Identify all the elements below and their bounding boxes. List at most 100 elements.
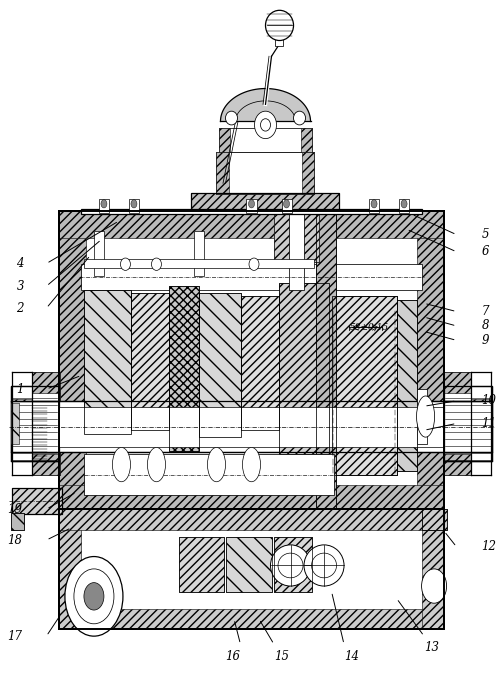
Bar (274, 537, 311, 592)
Bar (289, 211, 304, 289)
Ellipse shape (294, 111, 305, 125)
Ellipse shape (120, 258, 130, 270)
Bar (84, 454, 334, 495)
Bar (179, 537, 224, 592)
Ellipse shape (416, 396, 435, 437)
Text: 1: 1 (17, 382, 24, 395)
Bar (179, 537, 224, 592)
Bar (12, 400, 59, 447)
Bar (443, 372, 471, 475)
Text: 7: 7 (481, 305, 489, 318)
Bar (59, 485, 444, 509)
Bar (416, 389, 427, 444)
Text: 14: 14 (344, 650, 359, 664)
Bar (59, 211, 444, 238)
Bar (422, 509, 447, 530)
Bar (444, 386, 491, 461)
Bar (399, 199, 409, 213)
Ellipse shape (266, 10, 294, 41)
Ellipse shape (304, 545, 344, 586)
Bar (274, 537, 311, 592)
Text: 17: 17 (8, 630, 23, 643)
Text: 3: 3 (17, 280, 24, 293)
Ellipse shape (113, 447, 130, 482)
Bar (331, 296, 396, 475)
Ellipse shape (422, 569, 447, 603)
Bar (12, 403, 19, 444)
Bar (59, 407, 444, 446)
Ellipse shape (101, 200, 107, 208)
Text: 19: 19 (8, 503, 23, 515)
Bar (84, 289, 131, 433)
Bar (81, 209, 422, 214)
Ellipse shape (151, 258, 161, 270)
Bar (315, 207, 336, 509)
Text: 58±0,15: 58±0,15 (350, 323, 389, 332)
Text: 5: 5 (481, 228, 489, 241)
Bar (12, 513, 24, 530)
Bar (84, 259, 314, 267)
Ellipse shape (131, 200, 137, 208)
Bar (12, 402, 491, 452)
Ellipse shape (371, 200, 377, 208)
Bar (131, 293, 169, 430)
Bar (422, 509, 447, 530)
Bar (192, 193, 339, 212)
Bar (13, 488, 62, 514)
Bar (443, 454, 471, 475)
Bar (94, 232, 104, 276)
Bar (279, 282, 329, 454)
Bar (241, 296, 279, 430)
Bar (282, 199, 292, 213)
Ellipse shape (242, 447, 261, 482)
Text: 6: 6 (481, 245, 489, 258)
Bar (84, 289, 131, 433)
Bar (12, 513, 24, 530)
Bar (331, 296, 396, 475)
Text: 4: 4 (17, 257, 24, 270)
Bar (12, 386, 59, 461)
Bar (59, 509, 81, 629)
Ellipse shape (74, 569, 114, 624)
Bar (396, 300, 416, 471)
Bar (59, 608, 444, 629)
Text: 18: 18 (8, 533, 23, 546)
Ellipse shape (261, 119, 271, 131)
Ellipse shape (271, 545, 310, 586)
Bar (443, 372, 471, 393)
Bar (194, 232, 204, 276)
Bar (289, 197, 304, 211)
Text: 12: 12 (481, 540, 496, 553)
Bar (216, 152, 229, 194)
Ellipse shape (147, 447, 165, 482)
Bar (169, 286, 199, 451)
Ellipse shape (284, 200, 290, 208)
Ellipse shape (84, 583, 104, 610)
Bar (274, 211, 319, 262)
Ellipse shape (207, 447, 225, 482)
Bar (199, 293, 241, 437)
Bar (59, 211, 444, 509)
Bar (12, 386, 59, 461)
Bar (275, 31, 283, 46)
Bar (331, 296, 396, 475)
Bar (81, 263, 422, 289)
Bar (369, 199, 379, 213)
Bar (99, 199, 109, 213)
Bar (32, 372, 60, 475)
Bar (300, 128, 311, 152)
Bar (59, 509, 444, 530)
Bar (216, 152, 314, 194)
Bar (131, 293, 169, 430)
Ellipse shape (278, 553, 303, 578)
Bar (129, 199, 139, 213)
Ellipse shape (225, 111, 237, 125)
Ellipse shape (248, 200, 255, 208)
Bar (192, 193, 339, 212)
Bar (246, 199, 257, 213)
Bar (274, 211, 319, 262)
Text: 13: 13 (424, 641, 439, 655)
Bar (32, 454, 60, 475)
Bar (59, 509, 444, 629)
Bar (169, 286, 199, 451)
